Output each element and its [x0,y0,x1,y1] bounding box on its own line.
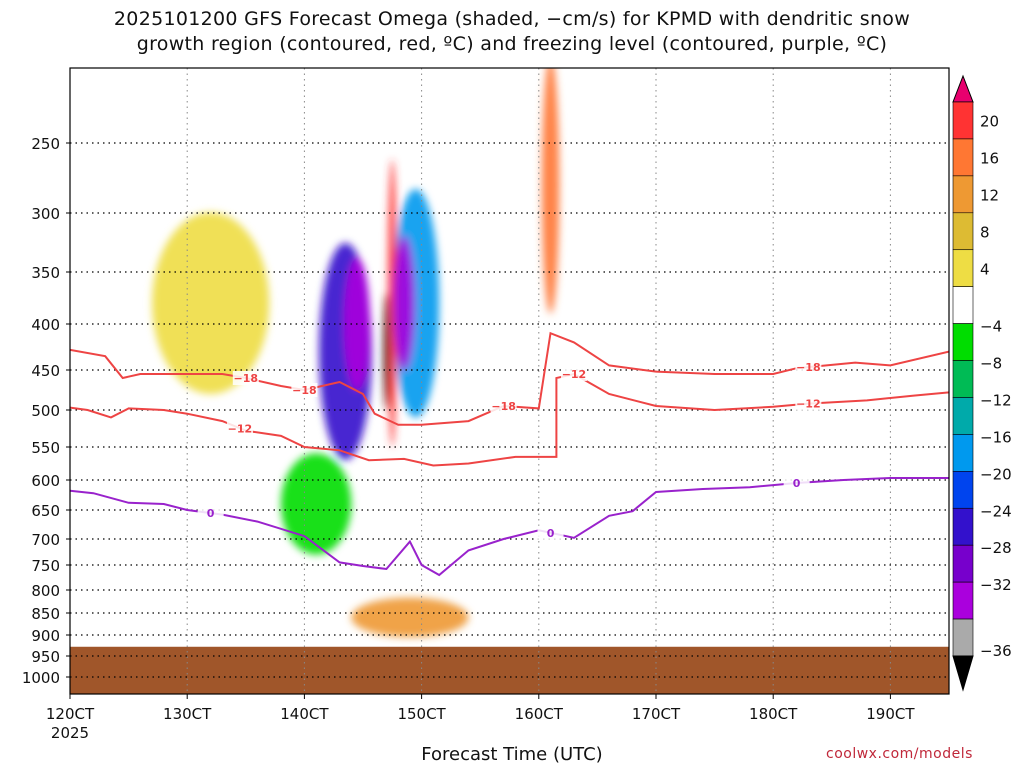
colorbar-box-6 [952,323,974,361]
colorbar-label-11: −28 [980,539,1012,557]
colorbar-label-2: 12 [980,186,999,204]
colorbar-box-7 [952,360,974,398]
omega-region-6 [387,159,397,447]
contour-label-bg [226,421,253,436]
contour-minus18 [70,331,949,426]
site-credit[interactable]: coolwx.com/models [826,746,973,762]
colorbar-label-12: −32 [980,576,1012,594]
chart-title-line2: growth region (contoured, red, ºC) and f… [136,33,888,55]
x-tick-130CT: 130CT [163,705,212,723]
colorbar-box-1 [952,138,974,177]
y-tick-600: 600 [31,472,60,490]
colorbar-box-0 [952,101,974,140]
x-axis-label: Forecast Time (UTC) [421,744,603,765]
omega-region-8 [393,236,415,370]
colorbar-label-4: 4 [980,260,990,278]
y-tick-850: 850 [31,605,60,623]
x-tick-120CT: 120CT [46,705,95,723]
omega-shading [152,68,560,638]
y-tick-900: 900 [31,627,60,645]
colorbar-box-8 [952,397,974,435]
colorbar-top-arrow [952,74,974,103]
contour-label-bg [490,399,517,413]
colorbar-box-2 [952,175,974,214]
colorbar-label-0: 20 [980,113,999,131]
colorbar-box-13 [952,581,974,620]
contour-labels: −18 −18 −18 −18 −12 −12 −12 0 0 0 [197,360,822,540]
colorbar-bottom-arrow [952,655,974,692]
y-tick-250: 250 [31,135,60,153]
colorbar-label-8: −16 [980,428,1012,446]
contour-label-minus18-0: −18 [234,372,259,385]
chart-title-line1: 2025101200 GFS Forecast Omega (shaded, −… [113,8,911,30]
contour-label-bg [197,506,224,521]
x-tick-year: 2025 [51,724,89,742]
x-tick-180CT: 180CT [749,705,798,723]
omega-region-0 [152,212,270,394]
x-tick-140CT: 140CT [280,705,329,723]
contour-label-0-0: 0 [207,507,215,520]
contour-label-bg [560,367,587,381]
colorbar-box-9 [952,434,974,472]
colorbar-label-13: −36 [980,642,1012,660]
contour-label-0-2: 0 [793,477,801,490]
colorbar-box-10 [952,471,974,509]
y-tick-650: 650 [31,502,60,520]
plot-frame [69,67,950,695]
colorbar-label-5: −4 [980,318,1002,336]
x-axis: 120CT 130CT 140CT 150CT 160CT 170CT 180CT 190CT… [46,694,915,742]
contour-label-minus18-2: −18 [491,400,516,413]
contour-label-0-1: 0 [547,527,555,540]
y-tick-350: 350 [31,264,60,282]
omega-region-2 [351,597,469,638]
terrain [70,646,949,694]
y-tick-450: 450 [31,362,60,380]
contour-label-minus12-2: −12 [796,398,821,411]
omega-region-4 [541,68,560,314]
colorbar-label-9: −20 [980,465,1012,483]
x-tick-170CT: 170CT [632,705,681,723]
contour-label-bg [795,360,822,375]
contour-label-bg [291,383,318,397]
y-tick-500: 500 [31,402,60,420]
contour-label-bg [537,525,564,540]
colorbar-box-11 [952,507,974,546]
contour-label-minus12-1: −12 [562,368,587,381]
y-tick-800: 800 [31,582,60,600]
terrain-fill [70,646,949,694]
contour-minus12 [70,372,949,467]
x-tick-190CT: 190CT [866,705,915,723]
omega-region-1 [280,453,352,555]
y-axis: 250 300 350 400 450 500 550 600 650 700 750 800 850 9… [22,135,70,687]
colorbar-box-14 [952,618,974,657]
contour-label-minus18-3: −18 [796,361,821,374]
colorbar-box-5 [952,286,974,324]
colorbar-label-6: −8 [980,355,1002,373]
colorbar-box-3 [952,212,974,251]
colorbar-label-1: 16 [980,150,999,168]
colorbar-label-7: −12 [980,391,1012,409]
colorbar-label-10: −24 [980,502,1012,520]
contour-label-minus18-1: −18 [292,384,317,397]
y-tick-950: 950 [31,648,60,666]
y-tick-750: 750 [31,557,60,575]
y-tick-550: 550 [31,439,60,457]
x-tick-150CT: 150CT [397,705,446,723]
y-tick-400: 400 [31,316,60,334]
colorbar-label-3: 8 [980,223,990,241]
colorbar-box-12 [952,544,974,583]
x-tick-160CT: 160CT [515,705,564,723]
omega-region-9 [383,293,390,410]
colorbar-box-4 [952,249,974,287]
contour-label-bg [232,371,259,385]
contour-label-bg [795,396,822,411]
contour-label-minus12-0: −12 [228,422,253,435]
y-tick-700: 700 [31,531,60,549]
y-tick-300: 300 [31,205,60,223]
contour-label-bg [783,476,810,490]
y-tick-1000: 1000 [22,669,60,687]
colorbar: 20 16 12 8 4 −4 −8 −12 −16 −20 −24 −28 −32 −36 [952,74,1012,692]
